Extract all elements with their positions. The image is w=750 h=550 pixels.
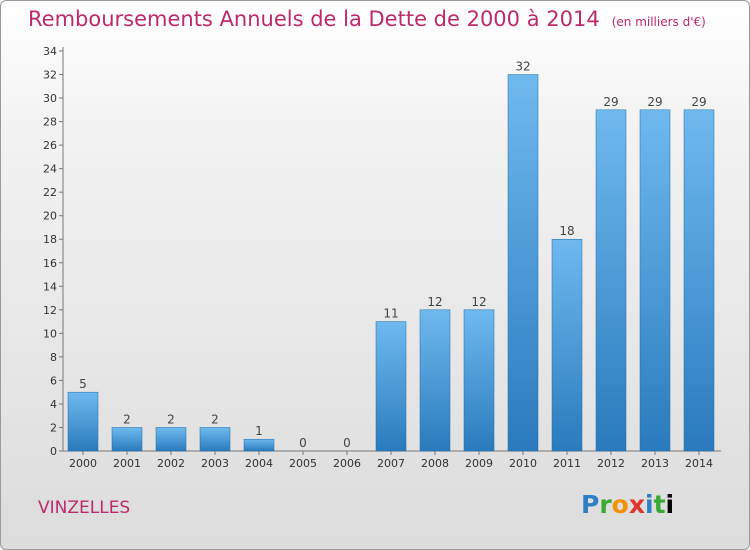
y-tick-label: 20 bbox=[43, 210, 57, 223]
x-tick-label: 2000 bbox=[69, 457, 97, 470]
data-label: 29 bbox=[647, 95, 662, 109]
bar bbox=[375, 321, 407, 452]
bars bbox=[67, 74, 715, 452]
commune-name: VINZELLES bbox=[38, 498, 131, 518]
data-label: 0 bbox=[299, 436, 307, 450]
logo-letter: x bbox=[628, 490, 645, 519]
x-tick-label: 2006 bbox=[333, 457, 361, 470]
data-label: 11 bbox=[383, 307, 398, 321]
chart-title: Remboursements Annuels de la Dette de 20… bbox=[28, 7, 706, 31]
y-tick-label: 0 bbox=[50, 445, 57, 458]
y-tick-label: 6 bbox=[50, 374, 57, 387]
data-label: 2 bbox=[211, 412, 219, 426]
logo-letter: i bbox=[665, 490, 675, 519]
bar bbox=[111, 427, 143, 452]
data-label: 1 bbox=[255, 424, 263, 438]
data-labels: 5 2 2 2 1 0 0 11 12 12 32 18 29 29 29 bbox=[79, 60, 706, 450]
bar bbox=[67, 391, 99, 452]
logo-letter: o bbox=[611, 490, 629, 519]
y-tick-label: 24 bbox=[43, 163, 57, 176]
bar bbox=[243, 438, 275, 452]
bar bbox=[419, 309, 451, 452]
proxiti-logo: Proxiti bbox=[581, 490, 674, 519]
x-tick-label: 2014 bbox=[685, 457, 713, 470]
data-label: 5 bbox=[79, 377, 87, 391]
data-label: 2 bbox=[167, 412, 175, 426]
data-label: 12 bbox=[427, 295, 442, 309]
y-tick-label: 2 bbox=[50, 421, 57, 434]
bar bbox=[639, 109, 671, 452]
data-label: 29 bbox=[603, 95, 618, 109]
data-label: 32 bbox=[515, 60, 530, 74]
x-tick-label: 2007 bbox=[377, 457, 405, 470]
y-tick-label: 26 bbox=[43, 139, 57, 152]
logo-letter: P bbox=[581, 490, 600, 519]
y-tick-label: 32 bbox=[43, 69, 57, 82]
y-tick-label: 12 bbox=[43, 304, 57, 317]
data-label: 2 bbox=[123, 412, 131, 426]
bar bbox=[507, 74, 539, 452]
y-tick-label: 22 bbox=[43, 186, 57, 199]
data-label: 12 bbox=[471, 295, 486, 309]
data-label: 0 bbox=[343, 436, 351, 450]
y-tick-label: 34 bbox=[43, 45, 57, 58]
bar bbox=[595, 109, 627, 452]
x-tick-label: 2013 bbox=[641, 457, 669, 470]
logo-letter: i bbox=[645, 490, 654, 519]
y-tick-label: 16 bbox=[43, 257, 57, 270]
x-tick-label: 2004 bbox=[245, 457, 273, 470]
y-tick-label: 18 bbox=[43, 233, 57, 246]
title-text: Remboursements Annuels de la Dette de 20… bbox=[28, 7, 600, 31]
x-tick-label: 2012 bbox=[597, 457, 625, 470]
x-tick-label: 2011 bbox=[553, 457, 581, 470]
y-tick-label: 14 bbox=[43, 280, 57, 293]
y-tick-label: 30 bbox=[43, 92, 57, 105]
data-label: 18 bbox=[559, 224, 574, 238]
unit-text: (en milliers d'€) bbox=[611, 15, 706, 29]
y-tick-label: 10 bbox=[43, 327, 57, 340]
logo-letter: t bbox=[653, 490, 666, 519]
x-tick-label: 2010 bbox=[509, 457, 537, 470]
bar bbox=[551, 238, 583, 452]
bar bbox=[199, 427, 231, 452]
x-tick-label: 2008 bbox=[421, 457, 449, 470]
y-tick-label: 4 bbox=[50, 398, 57, 411]
data-label: 29 bbox=[691, 95, 706, 109]
x-tick-label: 2005 bbox=[289, 457, 317, 470]
x-tick-label: 2003 bbox=[201, 457, 229, 470]
bar bbox=[463, 309, 495, 452]
x-tick-label: 2002 bbox=[157, 457, 185, 470]
x-axis: 2000 2001 2002 2003 2004 2005 2006 2007 2008 2009… bbox=[63, 450, 721, 470]
bar bbox=[155, 427, 187, 452]
x-tick-label: 2001 bbox=[113, 457, 141, 470]
y-tick-label: 8 bbox=[50, 351, 57, 364]
bar bbox=[683, 109, 715, 452]
logo-letter: r bbox=[599, 490, 612, 519]
y-tick-label: 28 bbox=[43, 116, 57, 129]
x-tick-label: 2009 bbox=[465, 457, 493, 470]
